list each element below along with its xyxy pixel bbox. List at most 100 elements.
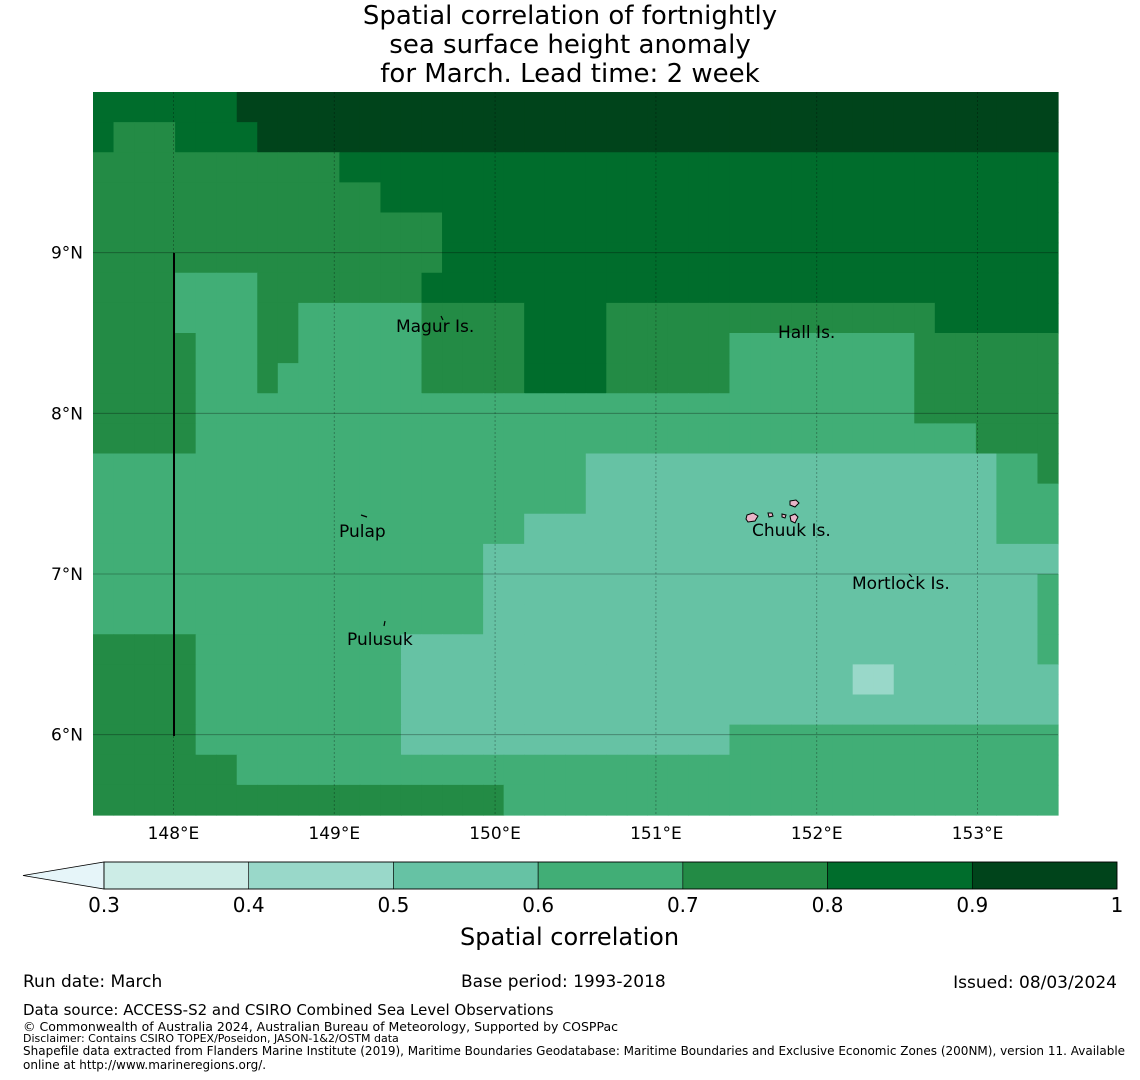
grid-cell (1016, 724, 1039, 756)
grid-cell (996, 182, 1018, 214)
grid-cell (359, 122, 382, 153)
grid-cell (195, 363, 217, 394)
grid-cell (565, 182, 587, 214)
grid-cell (667, 574, 690, 605)
grid-cell (688, 694, 710, 726)
grid-cell (626, 272, 648, 304)
grid-cell (134, 664, 156, 696)
grid-cell (955, 182, 977, 214)
grid-cell (934, 574, 956, 605)
grid-cell (955, 513, 977, 545)
grid-cell (791, 543, 813, 575)
grid-cell (544, 574, 566, 605)
grid-cell (606, 574, 628, 605)
grid-cell (134, 483, 156, 515)
grid-cell (462, 634, 484, 665)
grid-cell (134, 302, 156, 334)
grid-cell (975, 574, 997, 605)
grid-cell (359, 604, 382, 635)
grid-cell (318, 212, 340, 244)
grid-cell (236, 393, 258, 424)
grid-cell (934, 242, 956, 274)
grid-cell (565, 92, 587, 123)
grid-cell (708, 694, 731, 726)
grid-cell (524, 122, 546, 153)
grid-cell (729, 784, 751, 816)
grid-cell (955, 242, 977, 274)
grid-cell (996, 393, 1018, 424)
grid-cell (421, 393, 443, 424)
grid-cell (729, 543, 751, 575)
grid-cell (750, 483, 772, 515)
grid-cell (975, 393, 997, 424)
grid-cell (462, 393, 484, 424)
grid-cell (975, 333, 997, 364)
grid-cell (257, 634, 279, 665)
grid-cell (647, 182, 669, 214)
grid-cell (626, 453, 648, 485)
grid-cell (359, 483, 382, 515)
grid-cell (811, 242, 833, 274)
grid-cell (442, 604, 464, 635)
x-tick-label: 150°E (469, 824, 521, 844)
grid-cell (955, 634, 977, 665)
grid-cell (339, 634, 361, 665)
grid-cell (318, 302, 340, 334)
grid-cell (442, 694, 464, 726)
grid-cell (791, 634, 813, 665)
grid-cell (544, 453, 566, 485)
grid-cell (996, 634, 1018, 665)
grid-cell (832, 122, 854, 153)
correlation-map: 148°E 149°E 150°E 151°E 152°E 153°E 9°N 8°N 7°N… (22, 92, 1123, 917)
grid-cell (175, 182, 197, 214)
grid-cell (729, 574, 751, 605)
grid-cell (688, 483, 710, 515)
grid-cell (565, 122, 587, 153)
grid-cell (647, 212, 669, 244)
grid-cell (955, 212, 977, 244)
grid-cell (667, 302, 690, 334)
grid-cell (811, 784, 833, 816)
grid-cell (873, 724, 895, 756)
grid-cell (93, 784, 115, 816)
grid-cell (339, 152, 361, 183)
grid-cell (400, 513, 423, 545)
grid-cell (893, 122, 915, 153)
grid-cell (1037, 122, 1059, 153)
grid-cell (236, 513, 258, 545)
grid-cell (380, 784, 402, 816)
grid-cell (483, 483, 505, 515)
grid-cell (359, 754, 382, 786)
grid-cell (1016, 302, 1039, 334)
x-tick-label: 152°E (791, 824, 843, 844)
grid-cell (955, 483, 977, 515)
y-tick-label: 6°N (51, 726, 83, 746)
grid-cell (770, 302, 792, 334)
grid-cell (236, 122, 258, 153)
grid-cell (565, 784, 587, 816)
grid-cell (236, 272, 258, 304)
grid-cell (996, 724, 1018, 756)
grid-cell (359, 423, 382, 455)
grid-cell (298, 664, 320, 696)
grid-cell (93, 453, 115, 485)
grid-cell (195, 513, 217, 545)
grid-cell (134, 152, 156, 183)
grid-cell (503, 423, 525, 455)
grid-cell (975, 453, 997, 485)
grid-cell (483, 272, 505, 304)
grid-cell (298, 423, 320, 455)
grid-cell (585, 152, 607, 183)
grid-cell (708, 242, 731, 274)
grid-cell (216, 333, 238, 364)
grid-cell (462, 543, 484, 575)
grid-cell (154, 784, 176, 816)
grid-cell (113, 212, 135, 244)
grid-cell (750, 92, 772, 123)
grid-cell (421, 272, 443, 304)
grid-cell (442, 393, 464, 424)
grid-cell (503, 122, 525, 153)
grid-cell (770, 152, 792, 183)
grid-cell (298, 122, 320, 153)
grid-cell (524, 604, 546, 635)
